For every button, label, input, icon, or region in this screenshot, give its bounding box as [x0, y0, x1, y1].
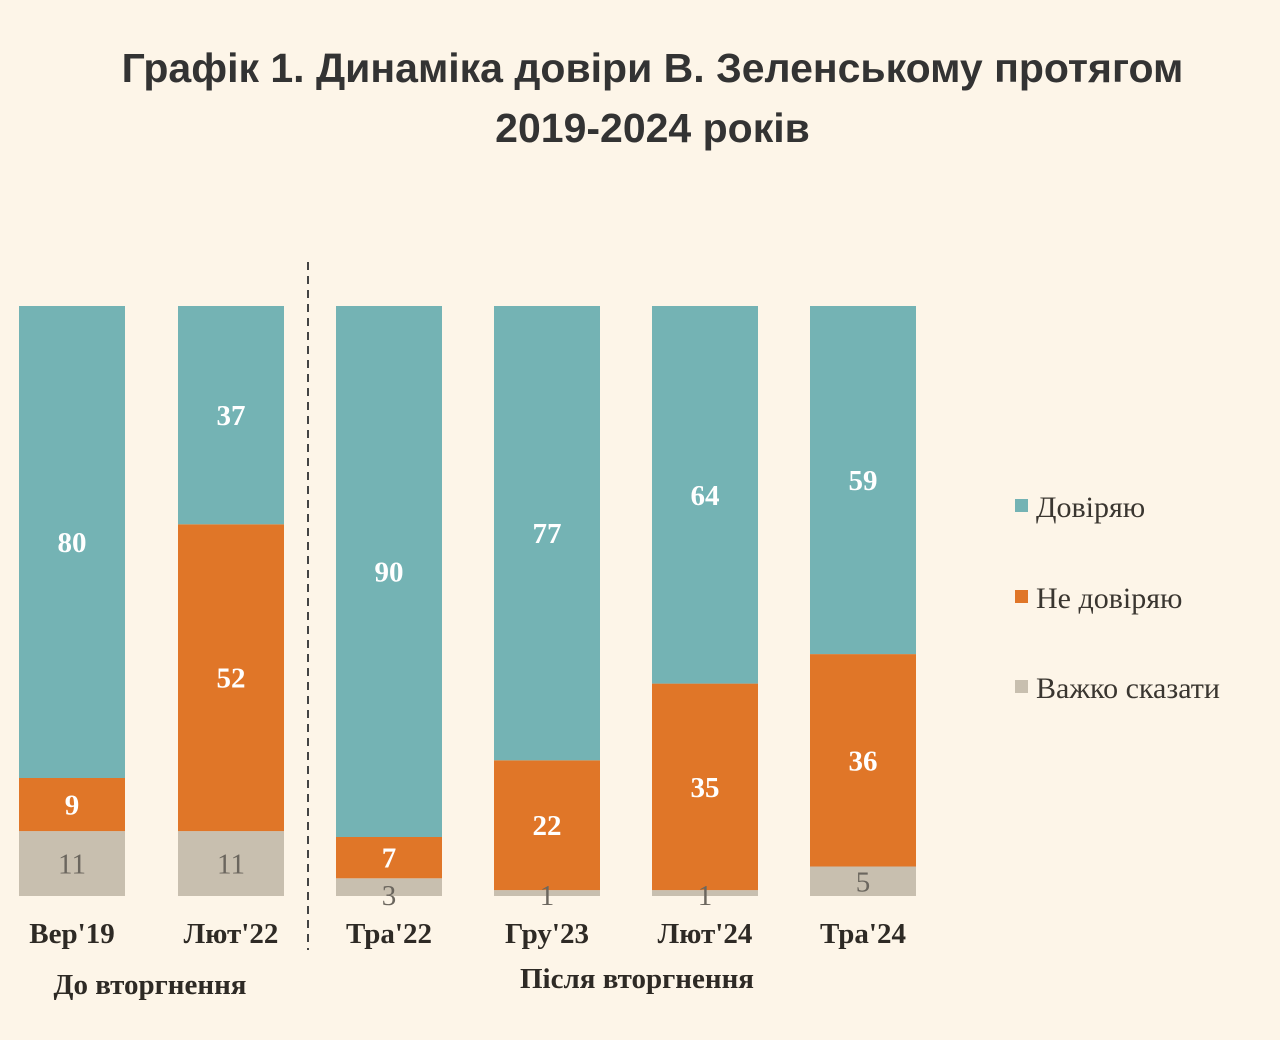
bar-segment-distrust: [336, 837, 442, 879]
legend-label: Важко сказати: [1036, 672, 1220, 705]
data-label: 1: [698, 880, 713, 912]
chart-title-line1: Графік 1. Динаміка довіри В. Зеленському…: [121, 45, 1184, 91]
bar-segment-hard-to-say: [336, 878, 442, 896]
data-label: 5: [856, 866, 871, 898]
group-label-before: До вторгнення: [54, 969, 247, 1001]
data-label: 3: [382, 880, 397, 912]
legend-swatch: [1015, 499, 1028, 512]
data-label: 80: [58, 527, 87, 559]
data-label: 35: [691, 772, 720, 804]
bar-segment-distrust: [19, 778, 125, 832]
data-label: 37: [217, 400, 246, 432]
x-tick-label: Гру'23: [505, 918, 589, 950]
x-tick-label: Лют'22: [184, 918, 279, 950]
bar-segment-distrust: [494, 760, 600, 891]
bar-segment-trust: [494, 306, 600, 761]
bar-segment-hard-to-say: [19, 831, 125, 896]
legend-swatch: [1015, 590, 1028, 603]
data-label: 11: [58, 849, 86, 881]
data-label: 22: [533, 810, 562, 842]
x-tick-label: Тра'22: [346, 918, 432, 950]
group-label-after: Після вторгнення: [520, 963, 754, 995]
bar-segment-hard-to-say: [652, 890, 758, 896]
data-label: 90: [375, 557, 404, 589]
bar-segment-distrust: [652, 683, 758, 891]
bar-segment-distrust: [178, 524, 284, 832]
bar-segment-trust: [810, 306, 916, 655]
bar-segment-trust: [178, 306, 284, 525]
legend-label: Довіряю: [1036, 491, 1145, 524]
bar-segment-trust: [19, 306, 125, 778]
bar-segment-hard-to-say: [494, 890, 600, 896]
data-label: 77: [533, 518, 562, 550]
bar-segment-trust: [652, 306, 758, 684]
bar-segment-distrust: [810, 654, 916, 867]
chart-title: Графік 1. Динаміка довіри В. Зеленському…: [0, 38, 1280, 158]
data-label: 11: [217, 849, 245, 881]
chart-title-line2: 2019-2024 років: [495, 105, 810, 151]
data-label: 36: [849, 745, 878, 777]
legend-swatch: [1015, 680, 1028, 693]
x-tick-label: Вер'19: [29, 918, 114, 950]
bar-segment-hard-to-say: [178, 831, 284, 896]
data-label: 59: [849, 465, 878, 497]
data-label: 9: [65, 790, 80, 822]
x-tick-label: Лют'24: [658, 918, 753, 950]
bar-segment-trust: [336, 306, 442, 837]
data-label: 1: [540, 880, 555, 912]
data-label: 52: [217, 663, 246, 695]
x-tick-label: Тра'24: [820, 918, 906, 950]
data-label: 64: [691, 480, 720, 512]
bar-segment-hard-to-say: [810, 866, 916, 896]
legend-label: Не довіряю: [1036, 582, 1182, 615]
data-label: 7: [382, 843, 397, 875]
